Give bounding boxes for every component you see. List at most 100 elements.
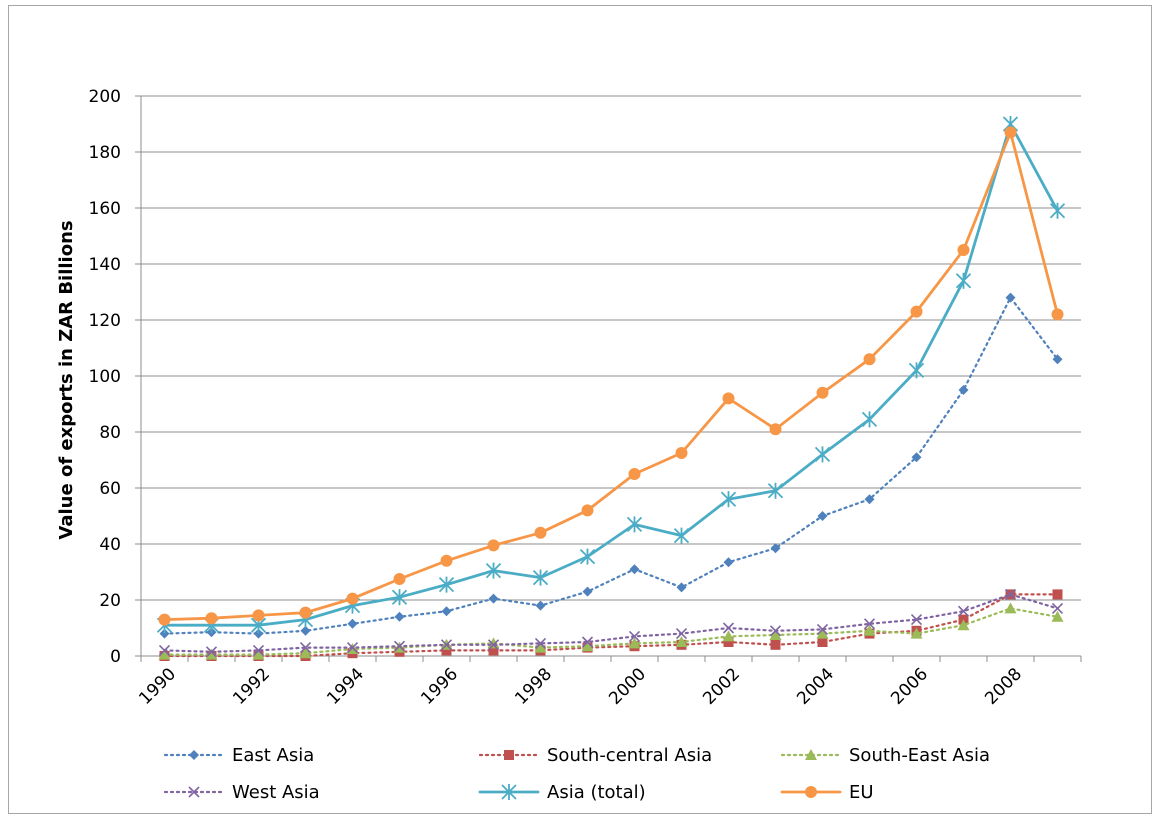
legend-marker — [805, 786, 817, 798]
legend-marker — [805, 749, 817, 760]
data-point — [770, 639, 781, 650]
data-point — [1049, 202, 1066, 219]
y-tick-label: 80 — [99, 423, 121, 443]
chart-frame — [8, 5, 1152, 814]
y-tick-label: 40 — [99, 535, 121, 555]
legend-marker — [189, 750, 199, 760]
gridlines — [141, 95, 1081, 601]
y-axis-ticks: 0 20 40 60 80 100 120 140 160 180 200 — [89, 87, 141, 667]
legend-item: EU — [780, 782, 874, 803]
x-tick-label: 1990 — [135, 664, 180, 709]
data-point — [534, 641, 547, 653]
data-point — [769, 629, 782, 640]
data-point — [394, 611, 405, 622]
legend-item: South-central Asia — [478, 745, 712, 766]
data-point — [1004, 588, 1017, 600]
data-point — [1051, 602, 1064, 614]
data-point — [159, 628, 170, 639]
data-point — [910, 305, 923, 318]
x-tick-label: 2000 — [605, 664, 650, 709]
data-point — [816, 627, 829, 639]
data-point — [1004, 126, 1017, 139]
data-point — [534, 526, 547, 539]
data-point — [816, 386, 829, 399]
data-point — [441, 606, 452, 617]
series-layer — [156, 116, 1066, 661]
series-line — [163, 593, 1059, 658]
legend-label: EU — [849, 782, 874, 803]
series-line — [163, 122, 1059, 627]
data-point — [205, 612, 218, 625]
data-point — [1005, 292, 1016, 303]
legend-item: Asia (total) — [478, 782, 646, 803]
data-point — [723, 557, 734, 568]
data-point — [629, 564, 640, 575]
data-point — [770, 543, 781, 554]
data-point — [205, 648, 218, 660]
data-point — [252, 609, 265, 622]
data-point — [957, 244, 970, 256]
data-point — [1051, 308, 1064, 321]
series-eu — [158, 126, 1064, 626]
data-point — [908, 362, 925, 379]
data-point — [628, 468, 641, 480]
data-point — [535, 600, 546, 611]
x-tick-label: 1994 — [323, 664, 368, 709]
y-tick-label: 0 — [110, 647, 121, 667]
data-point — [438, 576, 455, 593]
series-south-east-asia — [158, 602, 1064, 660]
data-point — [769, 625, 782, 637]
x-tick-label: 2002 — [699, 664, 744, 709]
data-point — [863, 353, 876, 366]
data-point — [675, 628, 688, 640]
series-west-asia — [158, 588, 1064, 658]
data-point — [1052, 354, 1063, 365]
data-point — [628, 630, 641, 642]
data-point — [581, 636, 594, 648]
data-point — [817, 637, 828, 647]
data-point — [675, 636, 688, 647]
data-point — [675, 447, 688, 459]
data-point — [391, 589, 408, 606]
data-point — [299, 642, 312, 654]
data-point — [346, 592, 359, 605]
data-point — [816, 623, 829, 635]
y-tick-label: 20 — [99, 591, 121, 611]
series-line — [163, 607, 1059, 656]
y-tick-label: 200 — [89, 87, 121, 107]
data-point — [626, 516, 643, 533]
data-point — [487, 639, 500, 651]
data-point — [488, 593, 499, 604]
x-axis-ticks: 1990 1992 1994 1996 1998 2000 2002 2004 2006 2008 — [135, 656, 1082, 709]
series-line — [163, 593, 1059, 653]
series-line — [163, 296, 1059, 635]
data-point — [1004, 602, 1017, 614]
data-point — [911, 452, 922, 463]
data-point — [393, 573, 406, 585]
legend-marker — [501, 784, 517, 800]
legend-marker — [504, 750, 514, 760]
data-point — [441, 645, 452, 656]
data-point — [158, 648, 171, 660]
legend-label: East Asia — [232, 745, 314, 766]
data-point — [579, 548, 596, 565]
legend-label: South-central Asia — [547, 745, 712, 766]
y-tick-label: 120 — [89, 311, 121, 331]
data-point — [253, 628, 264, 639]
data-point — [1051, 610, 1064, 622]
data-point — [767, 482, 784, 499]
data-point — [252, 648, 265, 660]
data-point — [769, 423, 782, 436]
data-point — [205, 646, 218, 658]
data-point — [676, 582, 687, 593]
legend-label: West Asia — [232, 782, 320, 803]
data-point — [1052, 589, 1063, 600]
data-point — [487, 539, 500, 552]
data-point — [957, 619, 970, 631]
data-point — [347, 618, 358, 629]
data-point — [722, 392, 735, 405]
x-tick-label: 1992 — [229, 664, 274, 709]
data-point — [722, 622, 735, 634]
data-point — [158, 644, 171, 656]
data-point — [346, 642, 359, 654]
